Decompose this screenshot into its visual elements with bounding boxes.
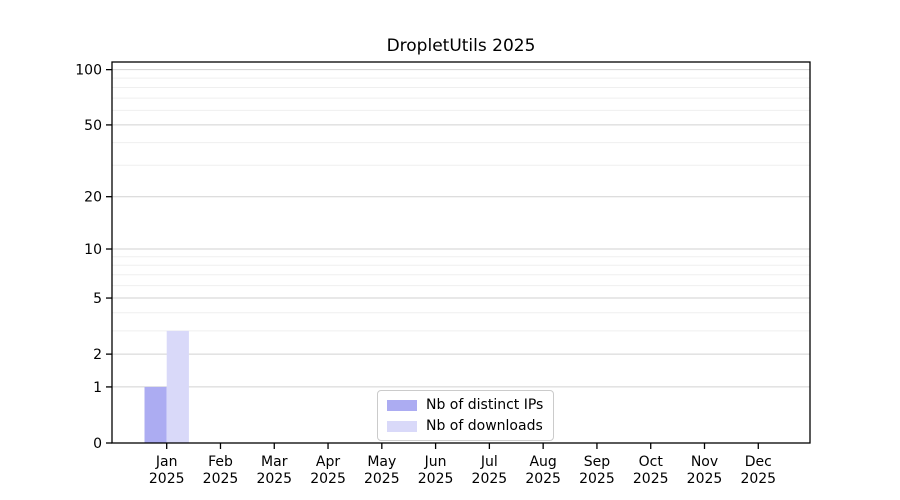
bars xyxy=(144,330,189,443)
legend-swatch-downloads-icon xyxy=(387,420,417,432)
legend-label-downloads: Nb of downloads xyxy=(426,418,543,434)
x-tick-label-year: 2025 xyxy=(472,471,508,487)
x-tick-label-month: Nov xyxy=(691,454,718,470)
y-axis: 0 1 2 5 10 20 50 100 xyxy=(75,63,112,452)
legend-swatch-distinct-ips-icon xyxy=(387,399,417,411)
x-tick-label-year: 2025 xyxy=(579,471,615,487)
x-tick-label-year: 2025 xyxy=(633,471,669,487)
legend-label-distinct-ips: Nb of distinct IPs xyxy=(426,397,544,413)
x-tick-label-month: Oct xyxy=(639,454,664,470)
plot-border xyxy=(111,61,811,444)
legend: Nb of distinct IPs Nb of downloads xyxy=(377,390,555,441)
x-tick-label-month: Sep xyxy=(584,454,611,470)
x-tick-label-month: Aug xyxy=(529,454,556,470)
legend-item-distinct-ips: Nb of distinct IPs xyxy=(387,397,543,413)
y-tick-label: 10 xyxy=(84,242,102,258)
y-tick-label: 20 xyxy=(84,190,102,206)
x-tick-label-year: 2025 xyxy=(687,471,723,487)
x-tick-label-month: Jun xyxy=(424,454,447,470)
x-tick-label-month: Feb xyxy=(208,454,233,470)
y-tick-label: 100 xyxy=(75,63,102,79)
x-tick-label-month: Jul xyxy=(480,454,498,470)
legend-item-downloads: Nb of downloads xyxy=(387,418,543,434)
x-tick-label-year: 2025 xyxy=(203,471,239,487)
y-tick-label: 50 xyxy=(84,118,102,134)
y-tick-label: 2 xyxy=(93,347,102,363)
x-tick-label-year: 2025 xyxy=(364,471,400,487)
x-tick-label-year: 2025 xyxy=(740,471,776,487)
x-tick-label-year: 2025 xyxy=(525,471,561,487)
x-axis: Jan2025Feb2025Mar2025Apr2025May2025Jun20… xyxy=(149,443,776,487)
x-tick-label-month: Mar xyxy=(261,454,288,470)
y-tick-label: 1 xyxy=(93,380,102,396)
x-tick-label-month: Apr xyxy=(316,454,340,470)
x-tick-label-year: 2025 xyxy=(310,471,346,487)
bar-jan-series1 xyxy=(166,330,189,443)
x-tick-label-month: Dec xyxy=(745,454,772,470)
chart-title: DropletUtils 2025 xyxy=(386,36,536,56)
y-tick-label: 5 xyxy=(93,291,102,307)
bar-jan-series0 xyxy=(144,386,167,443)
x-tick-label-year: 2025 xyxy=(256,471,292,487)
y-tick-label: 0 xyxy=(93,436,102,452)
x-tick-label-year: 2025 xyxy=(149,471,185,487)
x-tick-label-month: Jan xyxy=(155,454,178,470)
x-tick-label-month: May xyxy=(367,454,396,470)
x-tick-label-year: 2025 xyxy=(418,471,454,487)
gridlines xyxy=(112,69,810,388)
